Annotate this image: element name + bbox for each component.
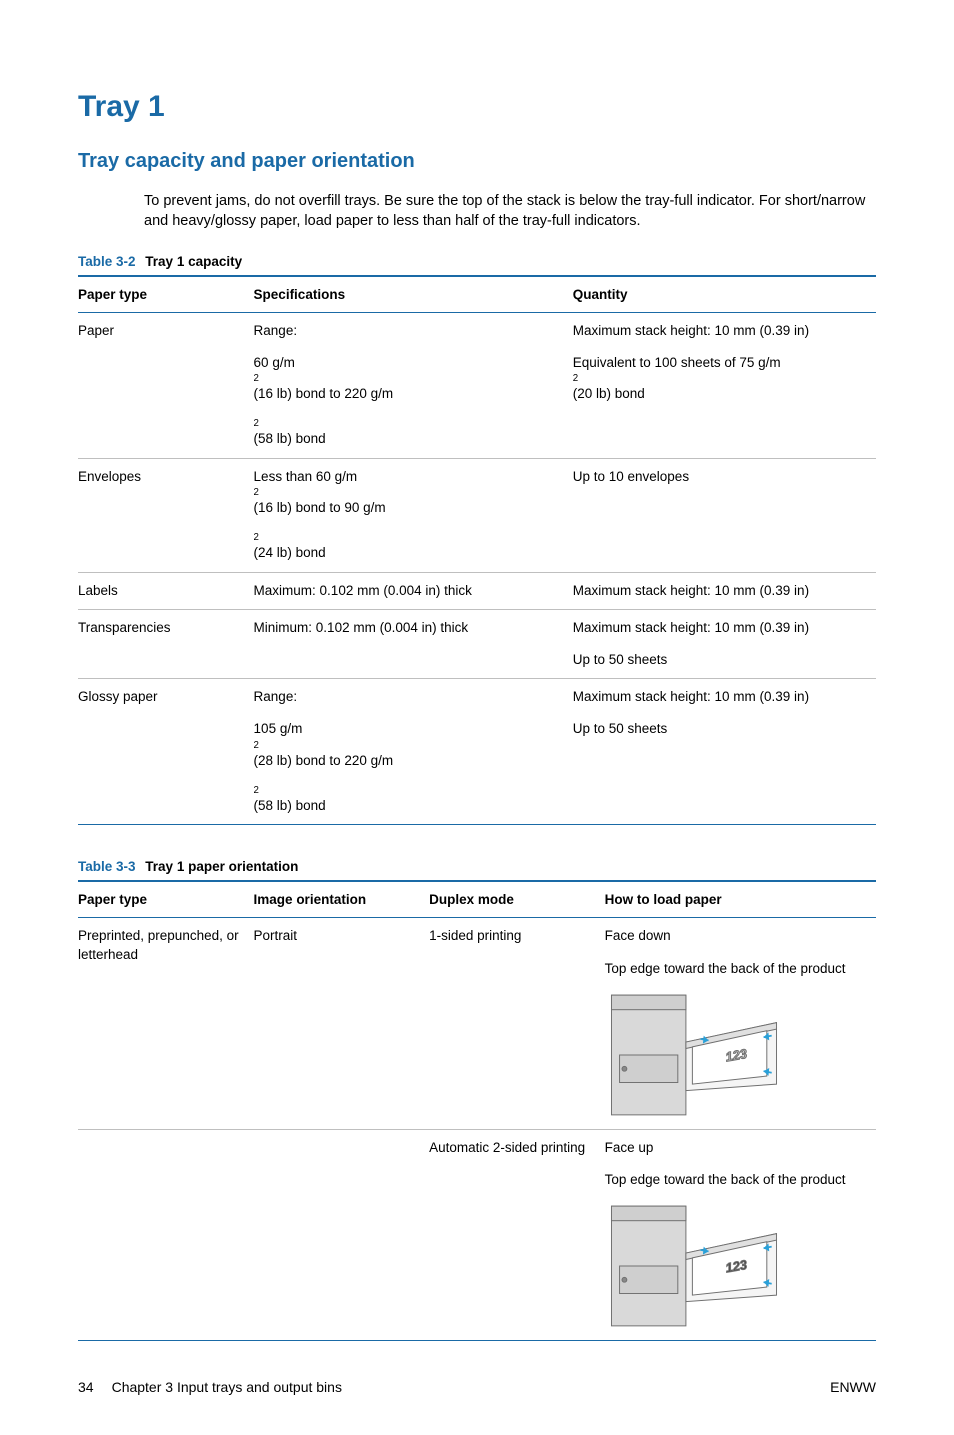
table1-title: Tray 1 capacity (145, 254, 242, 269)
cell-specifications: Minimum: 0.102 mm (0.004 in) thick (254, 609, 573, 678)
cell-specifications: Maximum: 0.102 mm (0.004 in) thick (254, 572, 573, 609)
tray-illustration: 123 (605, 990, 783, 1120)
table-row: PaperRange:60 g/m2 (16 lb) bond to 220 g… (78, 312, 876, 458)
table-row: Automatic 2-sided printingFace upTop edg… (78, 1129, 876, 1340)
cell-specifications: Range:60 g/m2 (16 lb) bond to 220 g/m2 (… (254, 312, 573, 458)
cell-quantity: Maximum stack height: 10 mm (0.39 in)Equ… (573, 312, 876, 458)
tray-capacity-table: Paper typeSpecificationsQuantity PaperRa… (78, 275, 876, 826)
cell-paper-type (78, 1129, 254, 1340)
table2-header: How to load paper (605, 881, 876, 918)
cell-quantity: Maximum stack height: 10 mm (0.39 in) (573, 572, 876, 609)
cell-specifications: Less than 60 g/m2 (16 lb) bond to 90 g/m… (254, 458, 573, 572)
table1-header: Specifications (254, 276, 573, 313)
cell-paper-type: Transparencies (78, 609, 254, 678)
table1-number: Table 3-2 (78, 254, 136, 269)
cell-quantity: Maximum stack height: 10 mm (0.39 in)Up … (573, 679, 876, 825)
cell-paper-type: Paper (78, 312, 254, 458)
table1-header: Quantity (573, 276, 876, 313)
cell-orientation: Portrait (254, 918, 430, 1129)
cell-paper-type: Preprinted, prepunched, or letterhead (78, 918, 254, 1129)
table2-number: Table 3-3 (78, 859, 136, 874)
cell-how-to-load: Face upTop edge toward the back of the p… (605, 1129, 876, 1340)
section-title: Tray capacity and paper orientation (78, 150, 876, 173)
table2-title: Tray 1 paper orientation (145, 859, 298, 874)
page-footer: 34 Chapter 3 Input trays and output bins… (78, 1379, 876, 1395)
cell-paper-type: Envelopes (78, 458, 254, 572)
table2-header: Image orientation (254, 881, 430, 918)
footer-right: ENWW (830, 1379, 876, 1395)
table-row: TransparenciesMinimum: 0.102 mm (0.004 i… (78, 609, 876, 678)
table1-header: Paper type (78, 276, 254, 313)
cell-duplex: 1-sided printing (429, 918, 605, 1129)
intro-paragraph: To prevent jams, do not overfill trays. … (144, 191, 876, 232)
table2-caption: Table 3-3 Tray 1 paper orientation (78, 859, 876, 874)
cell-how-to-load: Face downTop edge toward the back of the… (605, 918, 876, 1129)
table2-header: Paper type (78, 881, 254, 918)
table2-header: Duplex mode (429, 881, 605, 918)
table-row: EnvelopesLess than 60 g/m2 (16 lb) bond … (78, 458, 876, 572)
table-row: LabelsMaximum: 0.102 mm (0.004 in) thick… (78, 572, 876, 609)
cell-orientation (254, 1129, 430, 1340)
cell-quantity: Up to 10 envelopes (573, 458, 876, 572)
page-number: 34 (78, 1379, 94, 1395)
chapter-label: Chapter 3 Input trays and output bins (112, 1379, 342, 1395)
table-row: Preprinted, prepunched, or letterheadPor… (78, 918, 876, 1129)
tray-orientation-table: Paper typeImage orientationDuplex modeHo… (78, 880, 876, 1341)
cell-duplex: Automatic 2-sided printing (429, 1129, 605, 1340)
table1-caption: Table 3-2 Tray 1 capacity (78, 254, 876, 269)
cell-specifications: Range:105 g/m2 (28 lb) bond to 220 g/m2 … (254, 679, 573, 825)
cell-paper-type: Glossy paper (78, 679, 254, 825)
cell-quantity: Maximum stack height: 10 mm (0.39 in)Up … (573, 609, 876, 678)
page-title: Tray 1 (78, 90, 876, 124)
tray-illustration: 123 (605, 1201, 783, 1331)
cell-paper-type: Labels (78, 572, 254, 609)
table-row: Glossy paperRange:105 g/m2 (28 lb) bond … (78, 679, 876, 825)
